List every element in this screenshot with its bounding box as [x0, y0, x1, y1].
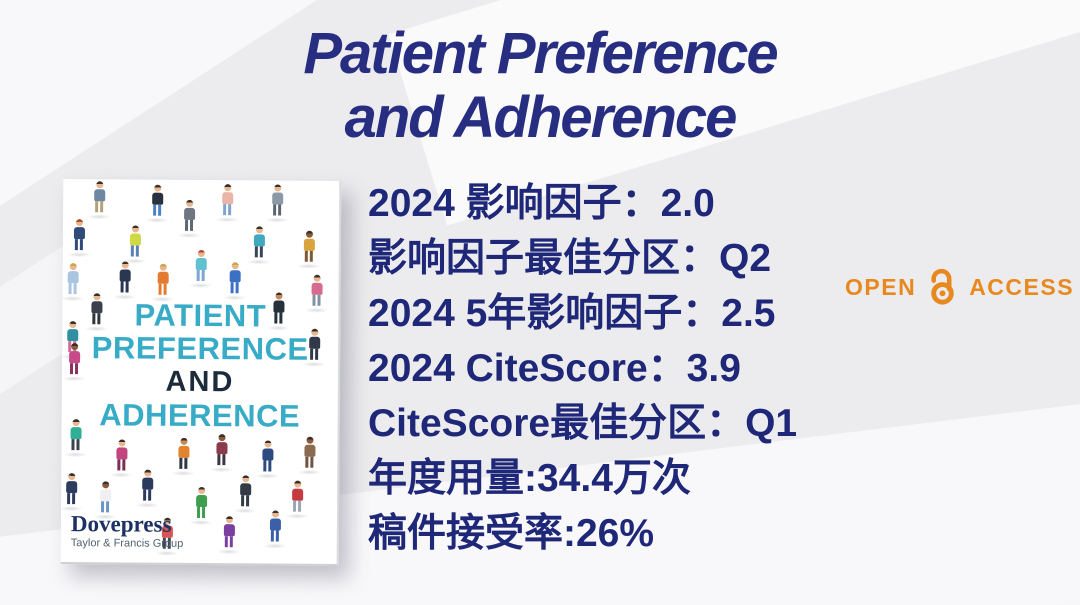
person-figure: [87, 181, 112, 220]
metrics-list: 2024 影响因子：2.0 影响因子最佳分区：Q2 2024 5年影响因子：2.5 2…: [368, 176, 797, 561]
person-figure: [122, 225, 147, 264]
metric-line: 影响因子最佳分区：Q2: [368, 237, 772, 280]
person-figure: [171, 437, 196, 476]
person-figure: [216, 516, 241, 555]
open-access-lock-icon: [931, 268, 954, 305]
person-figure: [176, 199, 201, 238]
person-figure: [150, 263, 175, 302]
person-figure: [135, 469, 160, 508]
metric-line: 2024 影响因子：2.0: [368, 182, 715, 225]
journal-cover: PATIENT PREFERENCE AND ADHERENCE Dovepress …: [60, 179, 342, 566]
metric-line: CiteScore最佳分区：Q1: [368, 402, 798, 445]
person-figure: [262, 510, 287, 549]
open-access-logo: OPEN ACCESS: [845, 264, 1074, 310]
person-figure: [60, 263, 85, 302]
person-figure: [265, 184, 290, 223]
metric-line: 2024 5年影响因子：2.5: [368, 292, 776, 335]
person-figure: [233, 475, 258, 514]
journal-title-line1: Patient Preference: [303, 21, 778, 86]
cover-title-line: AND: [165, 365, 235, 399]
person-figure: [188, 249, 213, 289]
metric-line: 2024 CiteScore：3.9: [368, 347, 741, 390]
cover-title: PATIENT PREFERENCE AND ADHERENCE: [62, 297, 339, 434]
cover-title-line: PREFERENCE: [91, 330, 309, 367]
cover-title-line: ADHERENCE: [99, 397, 301, 434]
open-access-word-open: OPEN: [845, 273, 917, 300]
person-figure: [284, 480, 310, 519]
person-figure: [109, 439, 134, 478]
open-access-word-access: ACCESS: [969, 273, 1075, 300]
cover-title-line: PATIENT: [134, 297, 267, 334]
publisher-logo: Dovepress Taylor & Francis Group: [70, 511, 184, 551]
person-figure: [112, 261, 137, 300]
metric-line: 稿件接受率:26%: [368, 512, 655, 555]
person-figure: [246, 226, 271, 265]
publisher-name: Dovepress: [70, 511, 172, 537]
person-figure: [296, 230, 321, 269]
publisher-tagline: Taylor & Francis Group: [70, 537, 184, 550]
person-figure: [60, 473, 84, 512]
person-figure: [66, 219, 91, 258]
person-figure: [255, 440, 280, 479]
person-figure: [222, 262, 247, 301]
metric-line: 年度用量:34.4万次: [368, 457, 691, 500]
person-figure: [188, 486, 213, 526]
journal-title-line2: and Adherence: [344, 85, 738, 150]
journal-title: Patient Preference and Adherence: [0, 22, 1080, 150]
person-figure: [145, 184, 170, 223]
person-figure: [215, 184, 240, 223]
person-figure: [297, 436, 322, 475]
person-figure: [209, 434, 234, 473]
